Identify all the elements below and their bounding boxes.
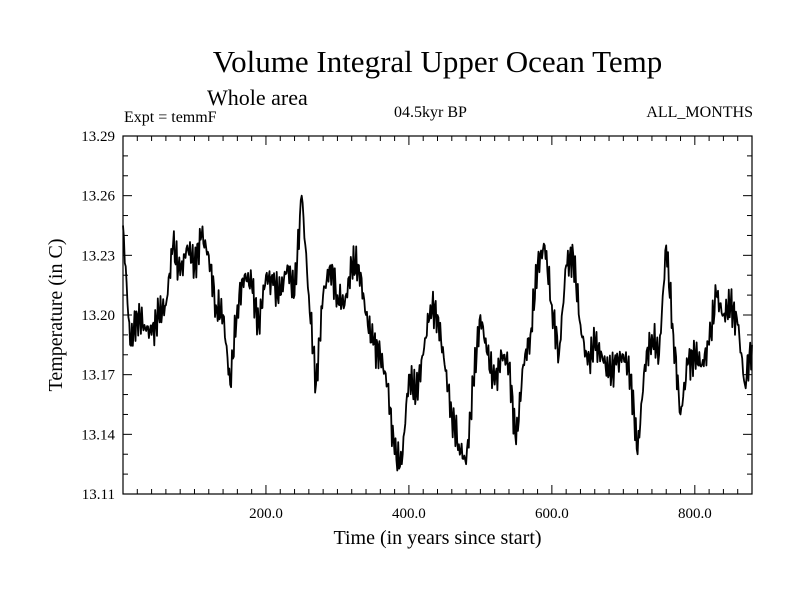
series-line	[122, 194, 753, 472]
series-lines	[122, 194, 753, 472]
chart-subtitle: Whole area	[207, 85, 308, 110]
y-tick-label: 13.14	[81, 427, 115, 443]
y-tick-label: 13.23	[81, 248, 115, 264]
y-tick-label: 13.26	[81, 189, 115, 205]
y-tick-label: 13.20	[81, 308, 115, 324]
x-tick-label: 600.0	[535, 506, 569, 522]
x-tick-label: 200.0	[249, 506, 283, 522]
x-axis-label: Time (in years since start)	[333, 527, 541, 549]
y-tick-label: 13.29	[81, 129, 115, 145]
experiment-label: Expt = temmF	[124, 109, 217, 126]
chart-title: Volume Integral Upper Ocean Temp	[212, 44, 663, 79]
y-tick-label: 13.11	[82, 487, 115, 503]
y-axis-label: Temperature (in C)	[45, 239, 67, 392]
months-label: ALL_MONTHS	[646, 104, 753, 121]
period-label: 04.5kyr BP	[394, 104, 467, 121]
plot-frame	[122, 135, 753, 495]
x-tick-label: 400.0	[392, 506, 426, 522]
tick-labels: 200.0 400.0 600.0 800.0 13.11 13.14 13.17 13.20…	[81, 129, 711, 522]
x-tick-label: 800.0	[678, 506, 712, 522]
y-tick-label: 13.17	[81, 368, 115, 384]
